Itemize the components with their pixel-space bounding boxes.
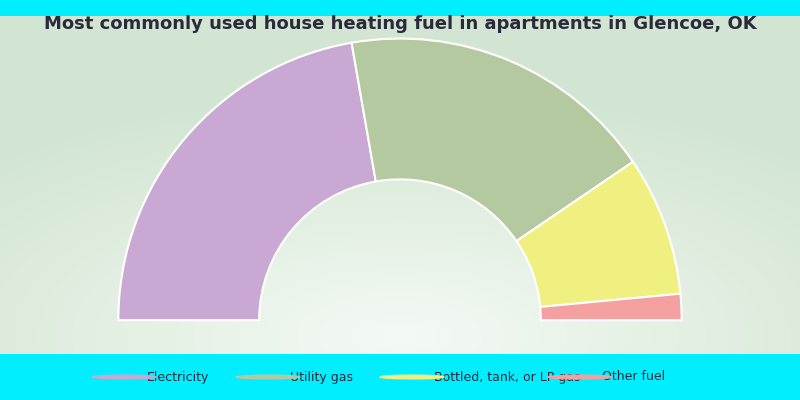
Wedge shape [540, 294, 682, 320]
Circle shape [380, 375, 444, 379]
Circle shape [548, 375, 612, 379]
Wedge shape [118, 43, 376, 320]
Wedge shape [517, 162, 681, 307]
Circle shape [236, 375, 300, 379]
Wedge shape [351, 38, 633, 241]
Text: Utility gas: Utility gas [290, 370, 354, 384]
Text: Electricity: Electricity [146, 370, 209, 384]
Text: Most commonly used house heating fuel in apartments in Glencoe, OK: Most commonly used house heating fuel in… [44, 15, 756, 33]
Text: Other fuel: Other fuel [602, 370, 666, 384]
Circle shape [92, 375, 156, 379]
Text: Bottled, tank, or LP gas: Bottled, tank, or LP gas [434, 370, 581, 384]
